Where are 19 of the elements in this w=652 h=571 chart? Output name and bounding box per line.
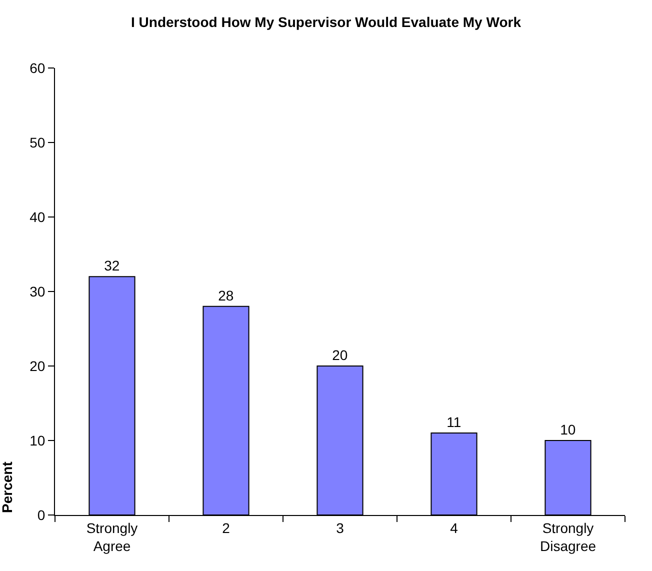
y-tick-label: 60 [30,60,46,76]
x-tick-label: 3 [336,520,344,536]
data-label: 10 [560,422,576,438]
data-label: 11 [446,414,462,430]
x-tick-label: 4 [450,520,458,536]
x-tick-label: 2 [222,520,230,536]
data-label: 32 [104,258,120,274]
y-tick-label: 10 [30,432,46,448]
y-tick-label: 0 [37,506,46,523]
x-tick-label: Strongly Agree [86,520,138,554]
chart-title: I Understood How My Supervisor Would Evaluate My Work [131,14,522,30]
y-axis-title: Percent [0,461,15,513]
y-tick-label: 30 [30,283,46,300]
data-label: 20 [332,347,348,363]
y-tick-label: 20 [30,358,46,374]
y-tick-label: 50 [30,134,46,150]
data-label: 28 [218,287,234,304]
x-tick-label: Strongly Disagree [540,520,596,554]
y-tick-label: 40 [30,208,46,225]
